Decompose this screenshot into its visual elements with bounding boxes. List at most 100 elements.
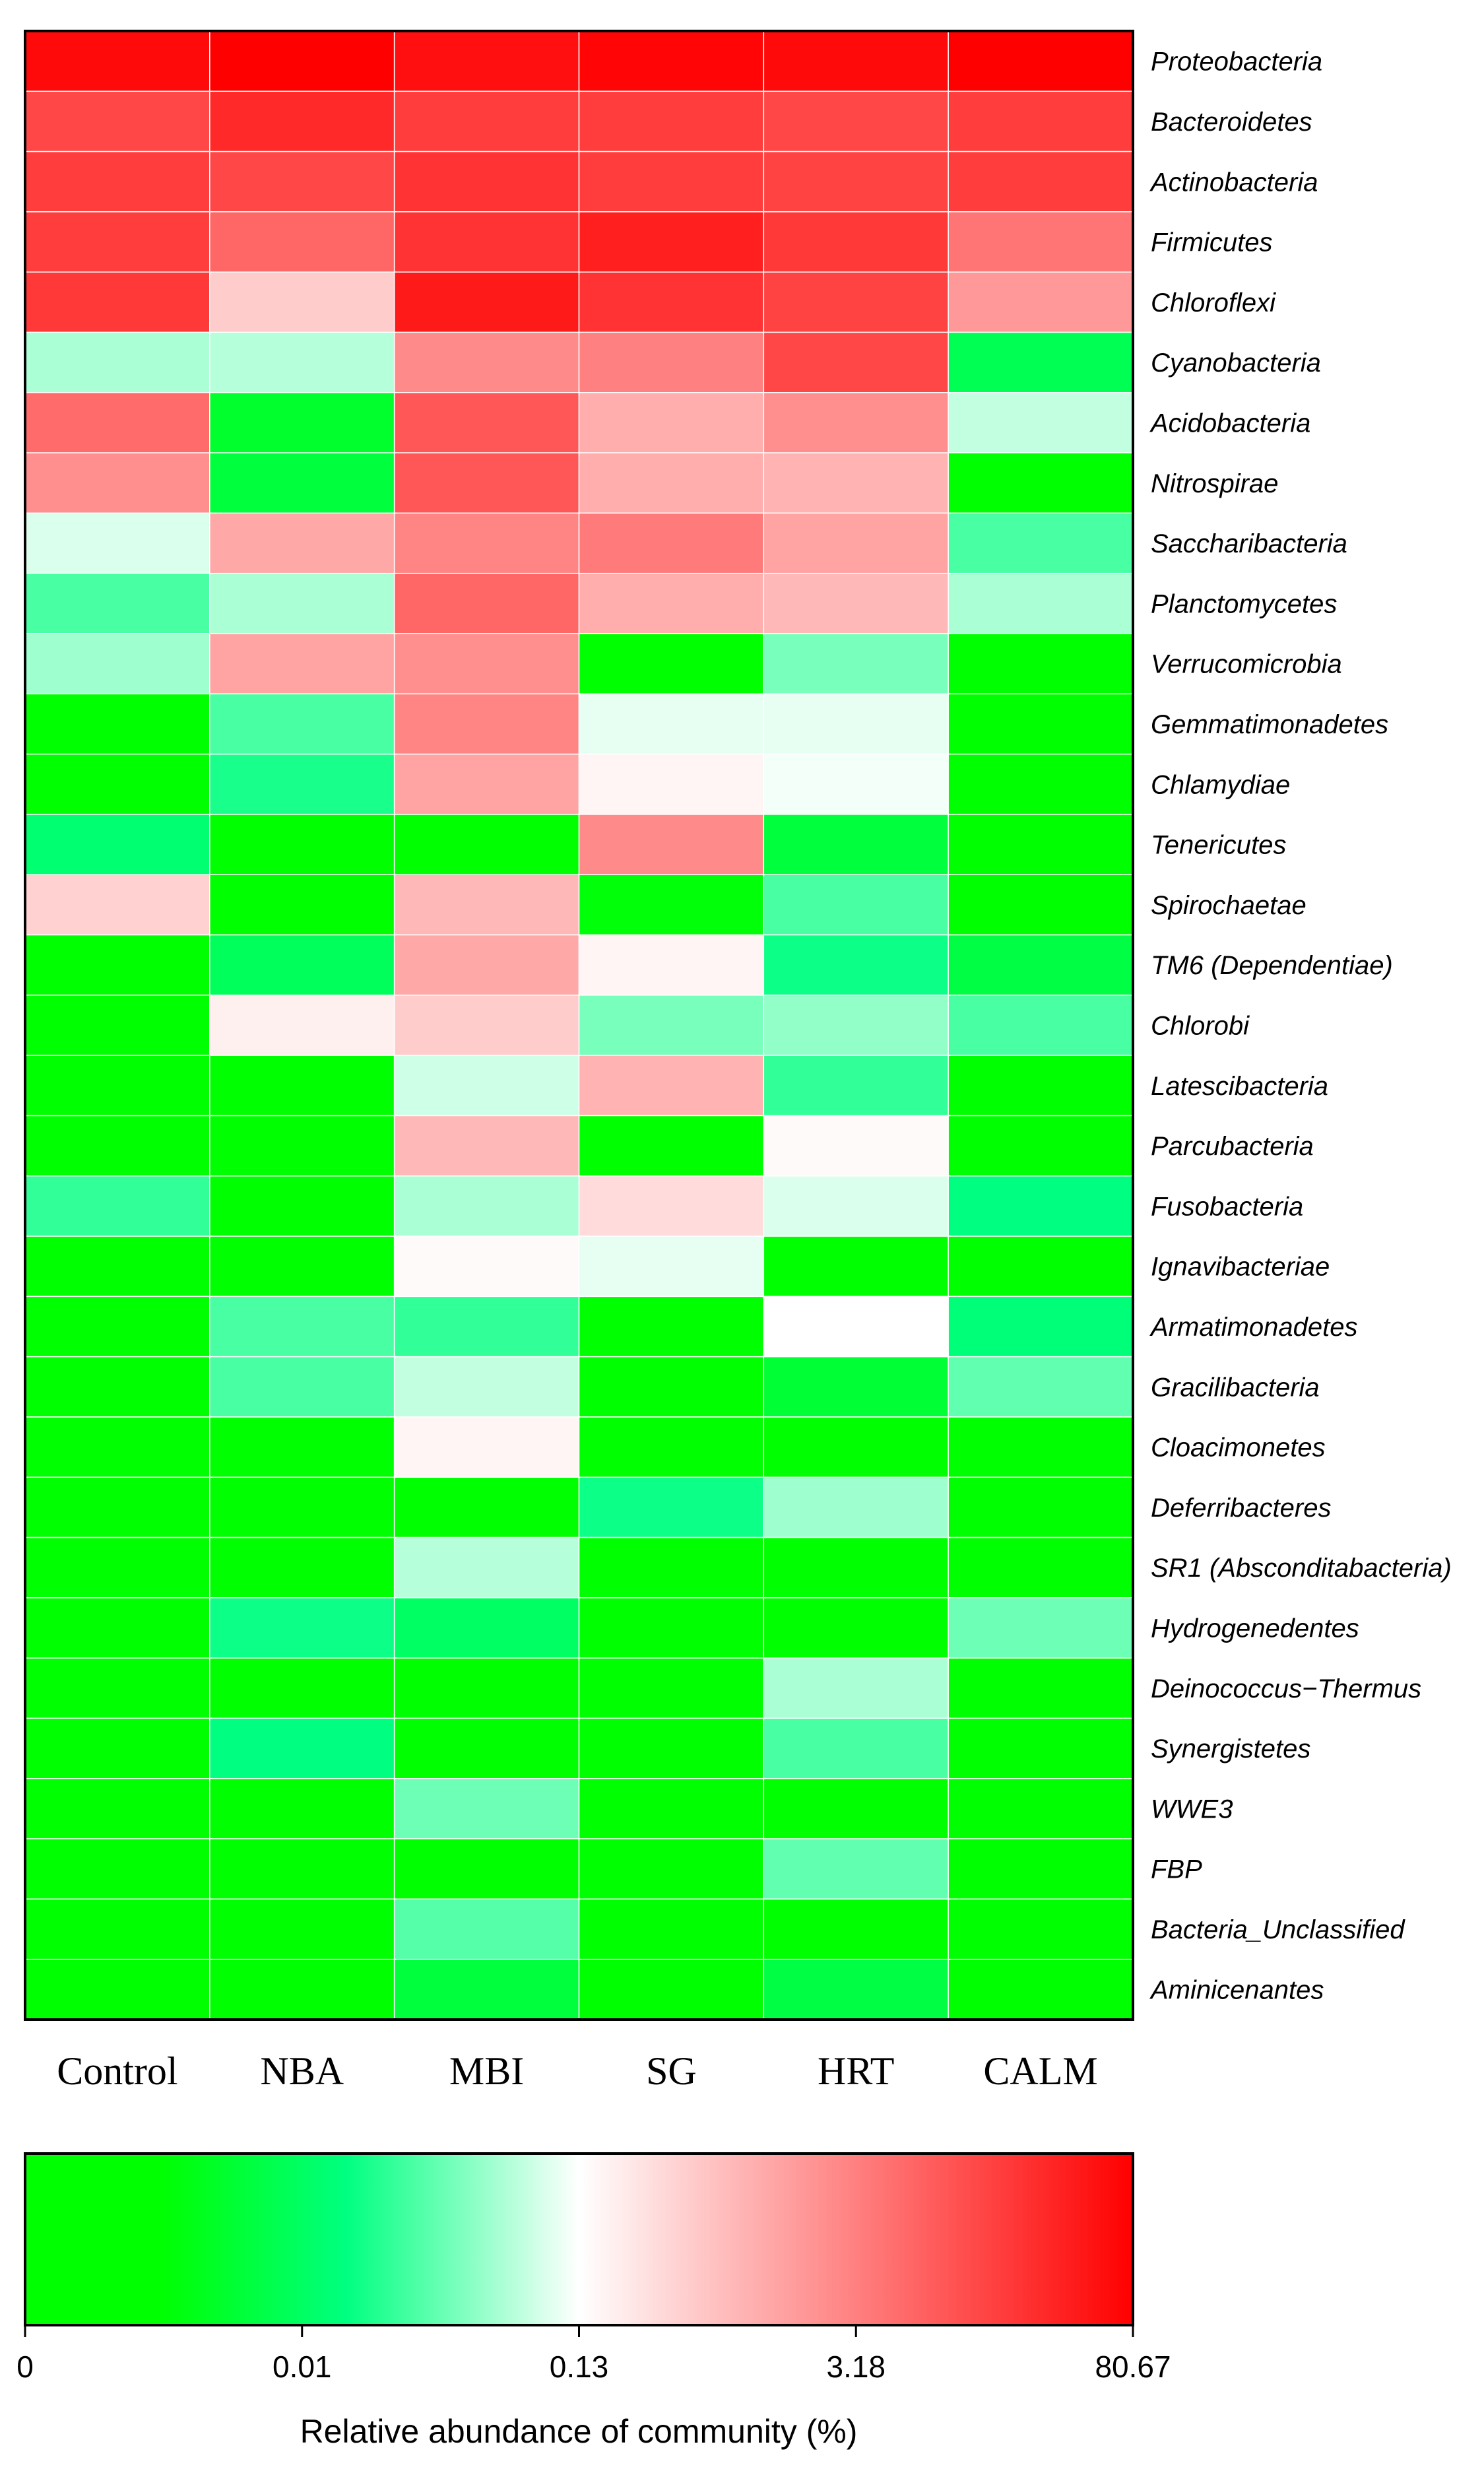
heatmap-cell-actinobacteria-calm (948, 150, 1134, 213)
heatmap-cell-deferribacteres-calm (948, 1476, 1134, 1538)
row-label-deferribacteres: Deferribacteres (1151, 1494, 1331, 1523)
heatmap-cell-cloacimonetes-calm (948, 1416, 1134, 1478)
heatmap-cell-wwe3-sg (578, 1778, 765, 1839)
heatmap-cell-parcubacteria-calm (948, 1115, 1134, 1177)
heatmap-cell-hydrogenedentes-mbi (393, 1597, 580, 1659)
column-label-hrt: HRT (818, 2049, 894, 2093)
row-label-chloroflexi: Chloroflexi (1151, 288, 1276, 317)
heatmap-cell-hydrogenedentes-control (24, 1597, 210, 1659)
heatmap-cell-nitrospirae-mbi (393, 452, 580, 514)
heatmap-cell-fusobacteria-sg (578, 1175, 765, 1237)
heatmap-cell-deinococcus-thermus-sg (578, 1657, 765, 1719)
heatmap-cell-armatimonadetes-mbi (393, 1296, 580, 1358)
heatmap-cell-planctomycetes-hrt (763, 572, 949, 634)
heatmap-cell-nitrospirae-nba (209, 452, 395, 514)
heatmap-cell-sr1-absconditabacteria-control (24, 1536, 210, 1598)
row-label-wwe3: WWE3 (1151, 1795, 1233, 1824)
heatmap-cell-chlamydiae-control (24, 753, 210, 815)
heatmap-cell-tm6-dependentiae-control (24, 934, 210, 996)
colorbar-tick-label: 0.01 (273, 2350, 332, 2384)
heatmap-cell-gracilibacteria-hrt (763, 1356, 949, 1418)
heatmap-cell-firmicutes-nba (209, 211, 395, 273)
heatmap-cell-cyanobacteria-control (24, 331, 210, 393)
heatmap-cell-wwe3-hrt (763, 1778, 949, 1839)
row-label-firmicutes: Firmicutes (1151, 228, 1272, 257)
heatmap-cell-armatimonadetes-calm (948, 1296, 1134, 1358)
heatmap-cell-ignavibacteriae-control (24, 1236, 210, 1298)
heatmap-cell-parcubacteria-mbi (393, 1115, 580, 1177)
column-label-nba: NBA (260, 2049, 344, 2093)
heatmap-cell-tm6-dependentiae-mbi (393, 934, 580, 996)
heatmap-cell-cyanobacteria-sg (578, 331, 765, 393)
heatmap-cell-actinobacteria-control (24, 150, 210, 213)
heatmap-cell-actinobacteria-hrt (763, 150, 949, 213)
colorbar-tick-label: 0.13 (550, 2350, 609, 2384)
heatmap-cell-tm6-dependentiae-nba (209, 934, 395, 996)
heatmap-cell-bacteria-unclassified-control (24, 1898, 210, 1960)
heatmap-cell-ignavibacteriae-mbi (393, 1236, 580, 1298)
heatmap-cell-firmicutes-mbi (393, 211, 580, 273)
colorbar: 0 0.01 0.13 3.18 80.67 Relative abundance of … (16, 2152, 1171, 2450)
heatmap-cell-ignavibacteriae-sg (578, 1236, 765, 1298)
heatmap-cell-verrucomicrobia-control (24, 633, 210, 695)
heatmap-cell-acidobacteria-hrt (763, 392, 949, 453)
heatmap-cell-firmicutes-control (24, 211, 210, 273)
heatmap-cell-bacteroidetes-control (24, 90, 210, 152)
heatmap-cell-bacteroidetes-calm (948, 90, 1134, 152)
heatmap-cell-chlorobi-sg (578, 995, 765, 1056)
heatmap-cell-deferribacteres-nba (209, 1476, 395, 1538)
heatmap-cell-bacteria-unclassified-calm (948, 1898, 1134, 1960)
heatmap-cell-sr1-absconditabacteria-hrt (763, 1536, 949, 1598)
heatmap-cell-gracilibacteria-mbi (393, 1356, 580, 1418)
heatmap-cell-tenericutes-sg (578, 814, 765, 875)
heatmap-cell-sr1-absconditabacteria-mbi (393, 1536, 580, 1598)
heatmap-cell-spirochaetae-hrt (763, 874, 949, 936)
heatmap-cell-deinococcus-thermus-hrt (763, 1657, 949, 1719)
heatmap-cell-deferribacteres-control (24, 1476, 210, 1538)
heatmap-cell-acidobacteria-sg (578, 392, 765, 453)
heatmap-cell-chlamydiae-hrt (763, 753, 949, 815)
heatmap-cell-wwe3-calm (948, 1778, 1134, 1839)
row-label-latescibacteria: Latescibacteria (1151, 1072, 1328, 1101)
row-label-acidobacteria: Acidobacteria (1149, 409, 1310, 438)
heatmap-cell-sr1-absconditabacteria-sg (578, 1536, 765, 1598)
heatmap-cell-cyanobacteria-calm (948, 331, 1134, 393)
heatmap-cell-cloacimonetes-mbi (393, 1416, 580, 1478)
heatmap-cell-nitrospirae-control (24, 452, 210, 514)
heatmap-cell-cloacimonetes-sg (578, 1416, 765, 1478)
heatmap-cell-cloacimonetes-nba (209, 1416, 395, 1478)
heatmap-cell-deinococcus-thermus-mbi (393, 1657, 580, 1719)
heatmap-cell-parcubacteria-hrt (763, 1115, 949, 1177)
heatmap-cell-nitrospirae-calm (948, 452, 1134, 514)
colorbar-tick-label: 3.18 (826, 2350, 886, 2384)
heatmap-cell-aminicenantes-hrt (763, 1958, 949, 2020)
heatmap-cell-tm6-dependentiae-hrt (763, 934, 949, 996)
heatmap-cell-gracilibacteria-sg (578, 1356, 765, 1418)
row-label-saccharibacteria: Saccharibacteria (1151, 529, 1347, 558)
heatmap-cell-tenericutes-calm (948, 814, 1134, 875)
heatmap-cell-spirochaetae-calm (948, 874, 1134, 936)
row-label-parcubacteria: Parcubacteria (1151, 1132, 1314, 1161)
heatmap-cell-saccharibacteria-calm (948, 512, 1134, 574)
heatmap-cell-planctomycetes-control (24, 572, 210, 634)
heatmap-cell-proteobacteria-calm (948, 30, 1134, 92)
heatmap-cell-bacteria-unclassified-hrt (763, 1898, 949, 1960)
heatmap-cell-actinobacteria-sg (578, 150, 765, 213)
row-label-hydrogenedentes: Hydrogenedentes (1151, 1614, 1359, 1643)
column-label-sg: SG (646, 2049, 697, 2093)
heatmap-cell-parcubacteria-sg (578, 1115, 765, 1177)
row-label-deinococcus-thermus: Deinococcus−Thermus (1151, 1674, 1421, 1703)
heatmap-cell-deferribacteres-mbi (393, 1476, 580, 1538)
heatmap-cell-gracilibacteria-calm (948, 1356, 1134, 1418)
heatmap-cell-verrucomicrobia-mbi (393, 633, 580, 695)
heatmap-cell-firmicutes-sg (578, 211, 765, 273)
heatmap-cell-spirochaetae-control (24, 874, 210, 936)
heatmap-cell-saccharibacteria-mbi (393, 512, 580, 574)
row-label-fusobacteria: Fusobacteria (1151, 1192, 1303, 1221)
heatmap-cell-fbp-calm (948, 1838, 1134, 1900)
heatmap-cell-verrucomicrobia-hrt (763, 633, 949, 695)
row-label-ignavibacteriae: Ignavibacteriae (1151, 1253, 1330, 1282)
heatmap-cell-armatimonadetes-control (24, 1296, 210, 1358)
heatmap-cell-deinococcus-thermus-calm (948, 1657, 1134, 1719)
